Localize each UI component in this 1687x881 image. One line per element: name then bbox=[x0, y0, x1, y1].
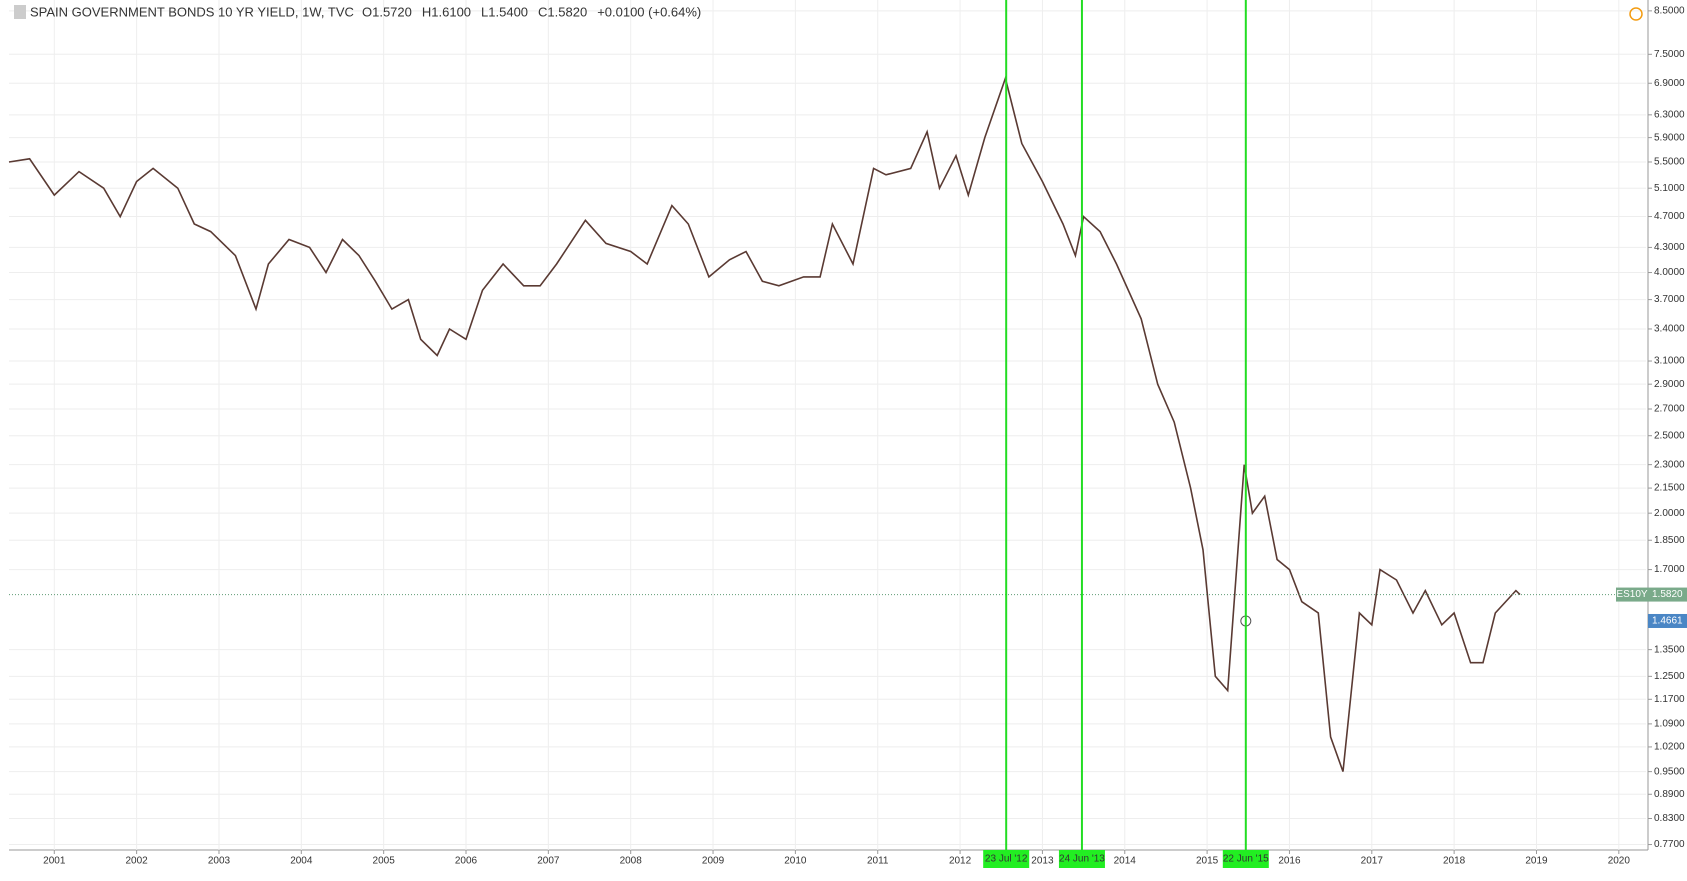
y-tick-label: 1.3500 bbox=[1654, 644, 1685, 655]
x-tick-label: 2011 bbox=[867, 856, 889, 867]
y-tick-label: 8.5000 bbox=[1654, 5, 1685, 16]
y-tick-label: 2.5000 bbox=[1654, 430, 1685, 441]
y-tick-label: 0.8300 bbox=[1654, 813, 1685, 824]
x-tick-label: 2003 bbox=[208, 856, 231, 867]
crosshair-label: 1.4661 bbox=[1652, 616, 1683, 627]
plot bbox=[8, 75, 1521, 772]
series-line bbox=[8, 75, 1521, 772]
x-tick-label: 2012 bbox=[949, 856, 972, 867]
x-tick-label: 2009 bbox=[702, 856, 725, 867]
grid: 8.5000 7.5000 6.9000 6.3000 5.9000 5.5000 5.10… bbox=[9, 0, 1685, 867]
y-tick-label: 2.1500 bbox=[1654, 483, 1685, 494]
last-price-label: 1.5820 bbox=[1652, 589, 1683, 600]
y-tick-label: 0.9500 bbox=[1654, 766, 1685, 777]
marker-label: 23 Jul '12 bbox=[985, 854, 1028, 865]
x-tick-label: 2018 bbox=[1443, 856, 1466, 867]
marker-box bbox=[1222, 850, 1269, 868]
marker-box bbox=[1058, 850, 1105, 868]
y-tick-label: 5.5000 bbox=[1654, 157, 1685, 168]
y-tick-label: 4.0000 bbox=[1654, 267, 1685, 278]
y-tick-label: 2.7000 bbox=[1654, 404, 1685, 415]
y-tick-label: 3.7000 bbox=[1654, 294, 1685, 305]
y-tick-label: 0.8900 bbox=[1654, 789, 1685, 800]
y-tick-label: 2.9000 bbox=[1654, 379, 1685, 390]
ohlc: O1.5720 H1.6100 L1.5400 C1.5820 +0.0100 (+0.… bbox=[362, 4, 701, 19]
y-tick-label: 2.3000 bbox=[1654, 459, 1685, 470]
y-tick-label: 3.1000 bbox=[1654, 356, 1685, 367]
ohlc-value: +0.0100 (+0.64%) bbox=[597, 4, 701, 19]
marker-label: 24 Jun '13 bbox=[1059, 854, 1105, 865]
marker-label: 22 Jun '15 bbox=[1223, 854, 1269, 865]
x-tick-label: 2019 bbox=[1525, 856, 1548, 867]
x-tick-label: 2016 bbox=[1278, 856, 1301, 867]
y-tick-label: 5.1000 bbox=[1654, 183, 1685, 194]
x-tick-label: 2014 bbox=[1114, 856, 1137, 867]
x-tick-label: 2001 bbox=[43, 856, 66, 867]
ohlc-value: C1.5820 bbox=[538, 4, 587, 19]
x-tick-label: 2013 bbox=[1031, 856, 1054, 867]
y-tick-label: 2.0000 bbox=[1654, 508, 1685, 519]
y-tick-label: 1.0900 bbox=[1654, 719, 1685, 730]
y-tick-label: 3.4000 bbox=[1654, 324, 1685, 335]
y-tick-label: 6.9000 bbox=[1654, 78, 1685, 89]
alert-icon[interactable] bbox=[1629, 7, 1643, 21]
y-tick-label: 1.1700 bbox=[1654, 694, 1685, 705]
annotations: ES10Y 1.5820 1.4661 23 Jul '12 24 Jun '13 22 … bbox=[9, 0, 1687, 868]
y-tick-label: 4.7000 bbox=[1654, 211, 1685, 222]
y-tick-label: 1.2500 bbox=[1654, 671, 1685, 682]
chart-title: SPAIN GOVERNMENT BONDS 10 YR YIELD, 1W, … bbox=[30, 4, 354, 19]
x-tick-label: 2017 bbox=[1361, 856, 1384, 867]
x-tick-label: 2004 bbox=[290, 856, 313, 867]
marker-box bbox=[983, 850, 1030, 868]
ohlc-value: H1.6100 bbox=[422, 4, 471, 19]
y-tick-label: 1.0200 bbox=[1654, 742, 1685, 753]
ohlc-value: L1.5400 bbox=[481, 4, 528, 19]
crosshair-box bbox=[1648, 613, 1687, 628]
price-label-box bbox=[1648, 587, 1687, 602]
y-tick-label: 5.9000 bbox=[1654, 132, 1685, 143]
x-tick-label: 2002 bbox=[126, 856, 149, 867]
x-tick-label: 2010 bbox=[784, 856, 807, 867]
x-tick-label: 2020 bbox=[1608, 856, 1631, 867]
y-tick-label: 0.7700 bbox=[1654, 839, 1685, 850]
x-tick-label: 2006 bbox=[455, 856, 478, 867]
y-tick-label: 1.8500 bbox=[1654, 535, 1685, 546]
ohlc-value: O1.5720 bbox=[362, 4, 412, 19]
x-tick-label: 2005 bbox=[373, 856, 396, 867]
symbol-label: ES10Y bbox=[1616, 589, 1647, 600]
last-price-box bbox=[1616, 587, 1648, 602]
symbol-icon[interactable] bbox=[14, 5, 26, 19]
y-tick-label: 4.3000 bbox=[1654, 242, 1685, 253]
y-tick-label: 7.5000 bbox=[1654, 49, 1685, 60]
y-tick-label: 6.3000 bbox=[1654, 109, 1685, 120]
x-tick-label: 2007 bbox=[537, 856, 560, 867]
y-tick-label: 1.7000 bbox=[1654, 564, 1685, 575]
x-tick-label: 2008 bbox=[620, 856, 643, 867]
x-tick-label: 2015 bbox=[1196, 856, 1219, 867]
